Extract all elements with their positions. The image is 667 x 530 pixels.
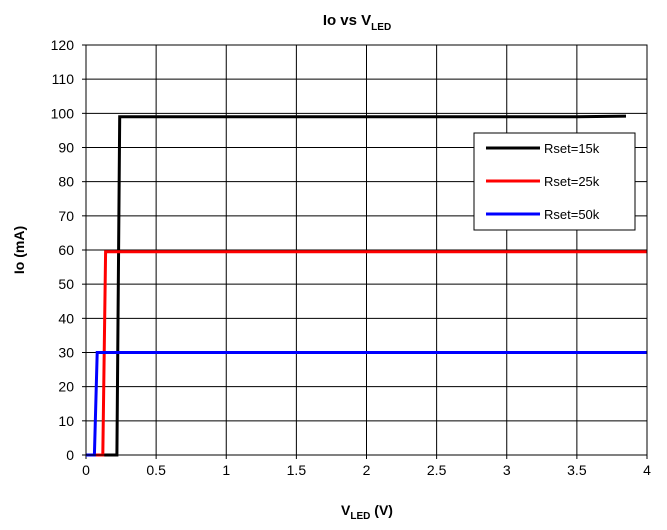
tick-labels: 0 0.5 1 1.5 2 2.5 3 3.5 401020304050607080901001… bbox=[51, 37, 651, 478]
y-tick-label: 60 bbox=[58, 242, 74, 258]
y-axis-label: Io (mA) bbox=[11, 226, 27, 274]
y-tick-label: 80 bbox=[58, 174, 74, 190]
y-tick-label: 120 bbox=[51, 37, 75, 53]
x-axis-label-unit: (V) bbox=[370, 502, 393, 518]
y-tick-label: 100 bbox=[51, 105, 75, 121]
x-tick-label: 3.5 bbox=[567, 462, 587, 478]
y-tick-label: 50 bbox=[58, 276, 74, 292]
legend: Rset=15k Rset=25k Rset=50k bbox=[473, 132, 636, 231]
legend-label-rset-50k: Rset=50k bbox=[544, 207, 600, 222]
x-tick-label: 4 bbox=[643, 462, 651, 478]
x-axis-label: VLED (V) bbox=[341, 502, 393, 522]
y-tick-label: 40 bbox=[58, 310, 74, 326]
x-tick-label: 3 bbox=[503, 462, 511, 478]
series-line-rset-50k bbox=[86, 351, 647, 457]
chart-title-subscript: LED bbox=[371, 22, 391, 33]
x-tick-label: 0 bbox=[82, 462, 90, 478]
x-tick-label: 1.5 bbox=[287, 462, 307, 478]
x-tick-label: 1 bbox=[222, 462, 230, 478]
x-axis-label-main: V bbox=[341, 502, 351, 518]
y-tick-label: 70 bbox=[58, 208, 74, 224]
y-tick-label: 10 bbox=[58, 413, 74, 429]
series-lines bbox=[86, 114, 647, 457]
x-axis-label-subscript: LED bbox=[350, 511, 370, 522]
y-tick-label: 30 bbox=[58, 345, 74, 361]
plot-area-border bbox=[85, 44, 648, 456]
y-tick-label: 20 bbox=[58, 379, 74, 395]
legend-label-rset-25k: Rset=25k bbox=[544, 174, 600, 189]
chart-title: Io vs VLED bbox=[323, 12, 391, 33]
y-tick-label: 0 bbox=[66, 447, 74, 463]
series-line-rset-25k bbox=[86, 250, 647, 457]
legend-label-rset-15k: Rset=15k bbox=[544, 141, 600, 156]
x-tick-label: 2.5 bbox=[427, 462, 447, 478]
y-tick-label: 90 bbox=[58, 140, 74, 156]
series-line-rset-15k bbox=[86, 114, 627, 457]
y-tick-label: 110 bbox=[52, 71, 75, 87]
x-tick-label: 0.5 bbox=[146, 462, 166, 478]
x-tick-label: 2 bbox=[363, 462, 371, 478]
chart-title-main: Io vs V bbox=[323, 12, 371, 29]
